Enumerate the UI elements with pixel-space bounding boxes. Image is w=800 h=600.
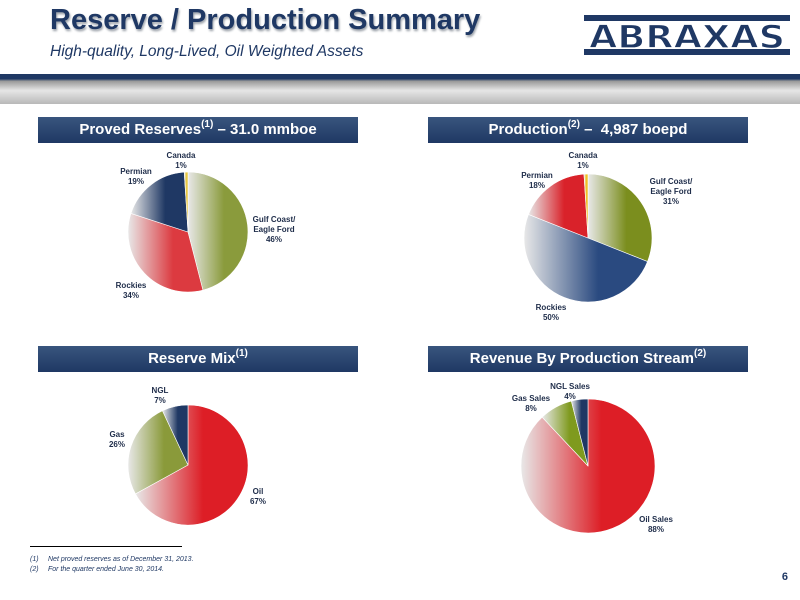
pie-slice-label: Gulf Coast/Eagle Ford 46%: [253, 215, 296, 244]
header-label: Revenue By Production Stream: [469, 350, 694, 367]
pie-slice-label: Canada 1%: [569, 151, 598, 170]
header-label: Reserve Mix: [148, 350, 236, 367]
pie-slice: [135, 404, 249, 526]
pie-slice-label: NGL 7%: [152, 386, 169, 405]
pie-slice-label: Permian 19%: [120, 167, 152, 186]
production-header: Production(2) – 4,987 boepd: [428, 117, 748, 143]
footnote-ref: (1): [201, 119, 214, 130]
pie-slice-label: Gas Sales 8%: [512, 394, 551, 413]
pie-slice-label: Canada 1%: [167, 151, 196, 170]
header-band: [0, 74, 800, 104]
footnote-number: (1): [30, 556, 39, 563]
page-subtitle: High-quality, Long-Lived, Oil Weighted A…: [50, 43, 364, 60]
pie-slice: [583, 173, 589, 239]
footnote-ref: (2): [567, 119, 580, 130]
abraxas-logo: ABRAXAS: [584, 15, 790, 57]
pie-slice: [183, 171, 189, 233]
footnote-ref: (1): [235, 348, 248, 359]
footnote-2: (2) For the quarter ended June 30, 2014.: [30, 566, 164, 573]
footnote-number: (2): [30, 566, 39, 573]
pie-slice: [127, 213, 204, 293]
pie-slice: [587, 173, 653, 262]
page-title: Reserve / Production Summary: [50, 4, 481, 36]
revenue-header: Revenue By Production Stream(2): [428, 346, 748, 372]
pie-slice-label: Gulf Coast/Eagle Ford 31%: [650, 177, 693, 206]
footnote-text: For the quarter ended June 30, 2014.: [48, 566, 164, 573]
pie-slice: [528, 173, 589, 239]
page-number: 6: [781, 571, 788, 583]
header-label: Production: [488, 121, 568, 138]
pie-slice-label: Gas 26%: [109, 430, 125, 449]
pie-slice-label: Rockies 34%: [116, 281, 147, 300]
pie-slice-label: Oil Sales 88%: [639, 515, 673, 534]
footnote-1: (1) Net proved reserves as of December 31…: [30, 556, 194, 563]
pie-slice-label: Rockies 50%: [536, 303, 567, 322]
footnote-ref: (2): [694, 348, 707, 359]
pie-slice: [130, 171, 189, 233]
footnote-text: Net proved reserves as of December 31, 2…: [48, 556, 194, 563]
pie-slice: [187, 171, 249, 291]
header-value: – 31.0 mmboe: [213, 121, 317, 138]
proved-reserves-header: Proved Reserves(1) – 31.0 mmboe: [38, 117, 358, 143]
pie-slice: [570, 398, 589, 467]
header-value: – 4,987 boepd: [579, 121, 688, 138]
header-label: Proved Reserves: [79, 121, 202, 138]
pie-slice-label: Permian 18%: [521, 171, 553, 190]
pie-slice: [127, 410, 189, 495]
pie-slice-label: Oil 67%: [250, 487, 266, 506]
pie-slice: [162, 404, 189, 466]
pie-slice: [523, 214, 648, 303]
footnote-rule: [30, 546, 182, 547]
reserve-mix-header: Reserve Mix(1): [38, 346, 358, 372]
logo-wordmark: ABRAXAS: [589, 18, 785, 56]
pie-slice-label: NGL Sales 4%: [550, 382, 590, 401]
